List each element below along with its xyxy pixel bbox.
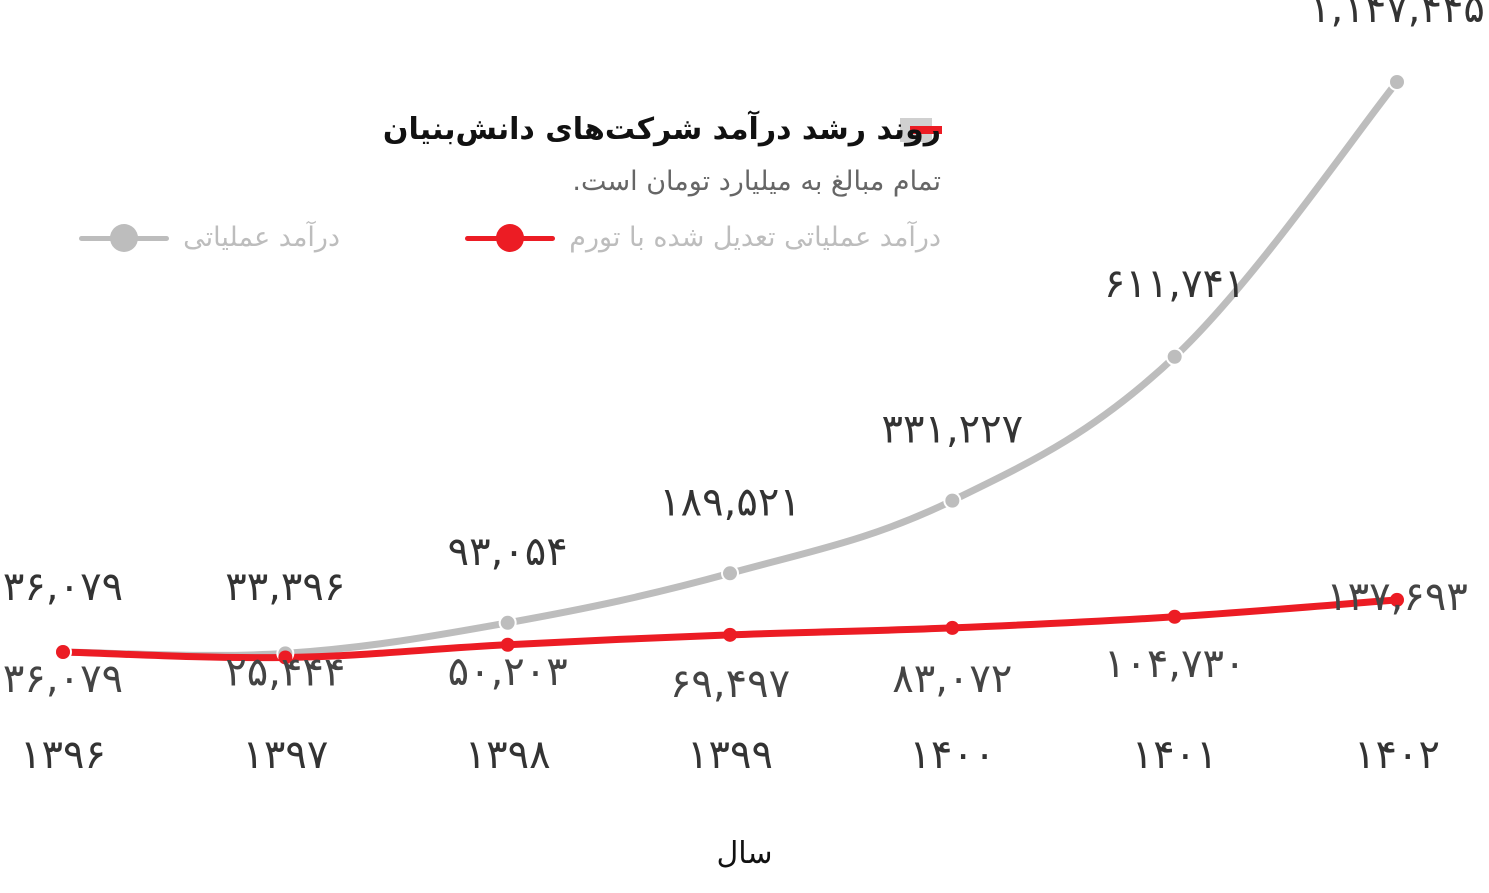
legend-item-inflation-adjusted: درآمد عملیاتی تعدیل شده با تورم (465, 222, 941, 253)
chart-title: روند رشد درآمد شرکت‌های دانش‌بنیان (382, 112, 941, 147)
x-axis-ticks: ۱۳۹۶ ۱۳۹۷ ۱۳۹۸ ۱۳۹۹ ۱۴۰۰ ۱۴۰۱ ۱۴۰۲ (20, 732, 1440, 778)
data-label-adjusted-5: ۱۰۴,۷۳۰ (1104, 641, 1246, 687)
data-point-adjusted-2 (500, 637, 515, 652)
x-tick-label-2: ۱۳۹۸ (465, 732, 551, 778)
data-label-adjusted-2: ۵۰,۲۰۳ (448, 649, 568, 695)
data-point-adjusted-1 (278, 650, 293, 665)
data-point-operating-5 (1165, 347, 1184, 366)
x-tick-label-1: ۱۳۹۷ (242, 732, 328, 778)
data-point-adjusted-5 (1167, 609, 1182, 624)
legend-red-line-dot-icon (465, 223, 556, 253)
data-label-operating-6: ۱,۱۴۷,۴۴۵ (1309, 0, 1485, 32)
x-tick-label-4: ۱۴۰۰ (909, 732, 995, 778)
data-point-adjusted-6 (1390, 592, 1404, 607)
data-label-adjusted-3: ۶۹,۴۹۷ (670, 661, 790, 707)
chart-subtitle: تمام مبالغ به میلیارد تومان است. (572, 166, 941, 197)
x-tick-label-5: ۱۴۰۱ (1132, 732, 1218, 778)
data-label-operating-2: ۹۳,۰۵۴ (448, 529, 568, 575)
data-label-adjusted-6: ۱۳۷,۶۹۳ (1326, 574, 1468, 620)
data-labels: ۳۶,۰۷۹ ۳۳,۳۹۶ ۹۳,۰۵۴ ۱۸۹,۵۲۱ ۳۳۱,۲۲۷ ۶۱۱,۷۴۱ ۱… (3, 0, 1485, 707)
data-point-adjusted-0 (56, 645, 70, 659)
data-point-operating-6 (1388, 73, 1406, 91)
data-point-adjusted-3 (723, 627, 737, 642)
data-label-operating-3: ۱۸۹,۵۲۱ (659, 479, 801, 525)
data-point-adjusted-4 (945, 620, 960, 635)
data-label-operating-5: ۶۱۱,۷۴۱ (1104, 261, 1246, 307)
data-point-operating-4 (943, 491, 962, 510)
title-marker-icon (900, 118, 942, 142)
data-label-adjusted-0: ۳۶,۰۷۹ (3, 656, 123, 702)
x-axis-title: سال (716, 836, 773, 871)
data-label-operating-0: ۳۶,۰۷۹ (3, 564, 123, 610)
legend-gray-line-dot-icon (79, 223, 170, 253)
data-label-adjusted-1: ۲۵,۴۴۴ (225, 649, 345, 695)
data-label-operating-1: ۳۳,۳۹۶ (225, 564, 345, 610)
data-point-operating-2 (498, 613, 517, 632)
data-label-operating-4: ۳۳۱,۲۲۷ (882, 407, 1024, 453)
legend-item-operating-revenue: درآمد عملیاتی (79, 222, 340, 253)
data-point-operating-3 (721, 564, 739, 583)
legend-label-operating-revenue: درآمد عملیاتی (183, 222, 340, 253)
data-label-adjusted-4: ۸۳,۰۷۲ (892, 656, 1012, 702)
x-tick-label-6: ۱۴۰۲ (1354, 732, 1440, 778)
x-tick-label-3: ۱۳۹۹ (687, 732, 773, 778)
x-tick-label-0: ۱۳۹۶ (20, 732, 106, 778)
legend-label-inflation-adjusted: درآمد عملیاتی تعدیل شده با تورم (569, 222, 941, 253)
series-points (54, 73, 1406, 665)
